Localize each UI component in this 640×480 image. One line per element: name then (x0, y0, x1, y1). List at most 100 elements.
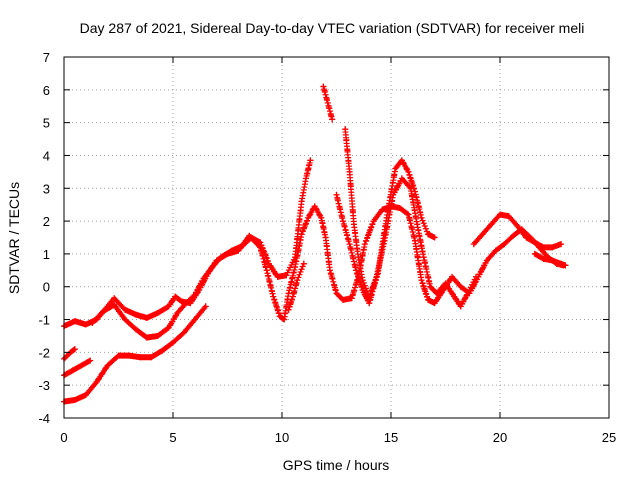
x-tick-label: 15 (384, 430, 398, 445)
data-point (501, 241, 508, 248)
data-point (122, 306, 129, 313)
data-point (514, 223, 521, 230)
data-point (228, 247, 235, 254)
data-point (355, 254, 362, 261)
data-point (372, 277, 379, 284)
data-point (326, 267, 333, 274)
data-point (379, 206, 386, 213)
data-point (431, 234, 438, 241)
data-point (492, 247, 499, 254)
data-point (442, 280, 449, 287)
series-track-5 (61, 303, 209, 405)
data-point (420, 254, 427, 261)
data-point (248, 234, 255, 241)
data-point (82, 321, 89, 328)
data-point (558, 241, 565, 248)
x-tick-label: 25 (602, 430, 616, 445)
data-point (165, 324, 172, 331)
data-point (340, 218, 347, 225)
data-point (274, 273, 281, 280)
data-point (209, 264, 216, 271)
data-point (324, 99, 331, 106)
data-point (174, 309, 181, 316)
data-point (392, 165, 399, 172)
x-tick-label: 5 (169, 430, 176, 445)
data-point (285, 290, 292, 297)
y-tick-label: 4 (43, 148, 50, 163)
y-tick-label: 0 (43, 280, 50, 295)
y-tick-label: -4 (38, 411, 50, 426)
data-point (217, 254, 224, 261)
data-point (191, 291, 198, 298)
data-point (154, 309, 161, 316)
data-point (418, 277, 425, 284)
data-point (540, 244, 547, 251)
data-point (483, 257, 490, 264)
data-point (562, 262, 569, 269)
data-point (71, 346, 78, 353)
data-point (540, 255, 547, 262)
data-point (346, 168, 353, 175)
data-point (265, 260, 272, 267)
y-tick-label: 6 (43, 83, 50, 98)
x-tick-label: 0 (60, 430, 67, 445)
data-point (457, 283, 464, 290)
data-point (71, 318, 78, 325)
data-point (342, 126, 349, 133)
data-point (270, 293, 277, 300)
data-point (93, 378, 100, 385)
series-track-2 (89, 157, 314, 341)
chart-title: Day 287 of 2021, Sidereal Day-to-day VTE… (80, 20, 585, 36)
data-point (159, 347, 166, 354)
data-point (425, 296, 432, 303)
data-point (132, 326, 139, 333)
series-track-10 (470, 211, 565, 251)
data-point (154, 332, 161, 339)
plot-frame (63, 56, 610, 419)
data-point (178, 298, 185, 305)
data-point (172, 293, 179, 300)
y-tick-label: 7 (43, 50, 50, 65)
series-track-9 (333, 175, 480, 310)
data-point (311, 203, 318, 210)
data-point (505, 213, 512, 220)
data-point (497, 211, 503, 218)
data-point (488, 221, 495, 228)
axis-ticks: 0 5 10 15 20 25 -4 -3 -2 -1 0 1 2 3 4 5 6 7 (38, 50, 616, 445)
data-points (61, 83, 569, 405)
data-point (348, 295, 355, 302)
data-point (549, 244, 556, 251)
data-point (137, 354, 144, 361)
data-point (111, 295, 118, 302)
data-point (300, 260, 307, 267)
data-point (100, 308, 107, 315)
data-point (414, 221, 421, 228)
data-point (89, 319, 96, 326)
data-point (340, 296, 347, 303)
data-point (558, 260, 565, 267)
data-point (405, 211, 412, 218)
data-point (257, 239, 264, 246)
y-tick-label: 3 (43, 181, 50, 196)
data-point (82, 392, 89, 399)
data-point (411, 237, 418, 244)
data-point (329, 116, 336, 123)
data-point (320, 83, 327, 90)
data-point (425, 231, 432, 238)
data-point (183, 300, 190, 307)
data-point (170, 339, 176, 346)
data-point (449, 273, 456, 280)
data-point (104, 362, 111, 369)
x-tick-label: 10 (275, 430, 289, 445)
data-point (390, 191, 397, 198)
data-point (78, 362, 85, 369)
y-tick-label: 1 (43, 247, 50, 262)
data-point (263, 267, 270, 274)
data-point (531, 250, 538, 257)
y-axis-label: SDTVAR / TECUs (6, 182, 22, 294)
data-point (239, 242, 246, 249)
data-point (115, 352, 122, 359)
data-point (353, 267, 360, 274)
